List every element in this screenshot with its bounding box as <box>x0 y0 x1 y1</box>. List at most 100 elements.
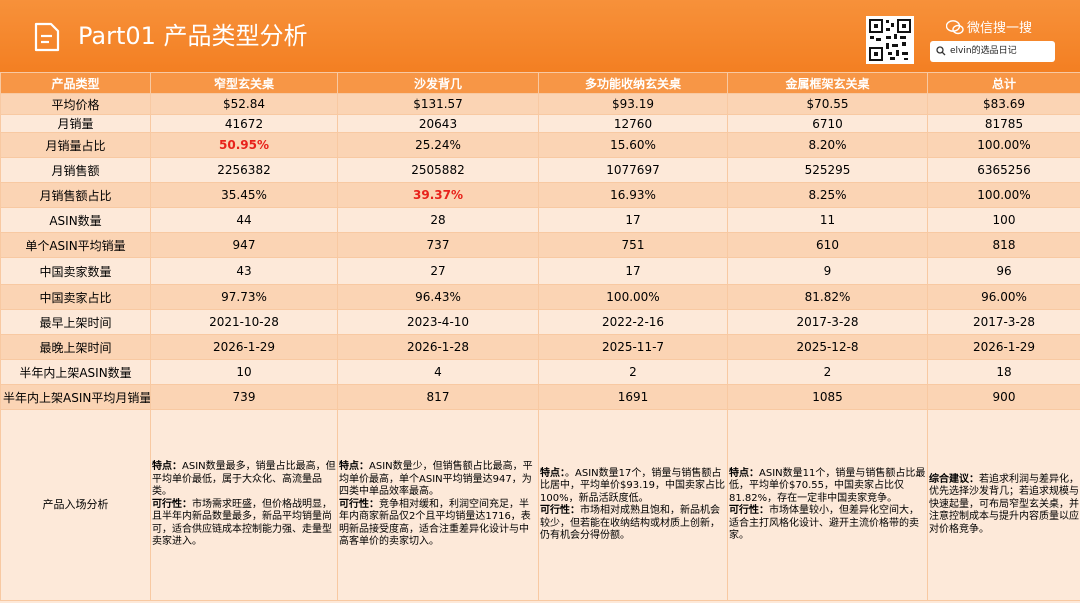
table-cell: 35.45% <box>150 182 338 208</box>
table-cell: 81.82% <box>727 284 928 310</box>
table-cell: 525295 <box>727 157 928 183</box>
table-cell: 737 <box>337 232 539 258</box>
analysis-text: 竞争相对缓和，利润空间充足，半年内商家新品仅2个且平均销量达1716，表明新品接… <box>339 498 531 548</box>
table-cell: $70.55 <box>727 93 928 115</box>
table-cell: 6365256 <box>927 157 1080 183</box>
analysis-paragraph: 特点：。ASIN数量17个，销量与销售额占比居中，平均单价$93.19，中国卖家… <box>540 468 726 506</box>
analysis-text: 若追求利润与差异化，优先选择沙发背几；若追求规模与快速起量，可布局窄型玄关桌，并… <box>929 473 1079 535</box>
table-row: 中国卖家数量 43 27 17 9 96 <box>0 257 1080 285</box>
table-cell: 41672 <box>150 114 338 133</box>
table-cell: 39.37% <box>337 182 539 208</box>
search-box[interactable]: elvin的选品日记 <box>930 41 1055 62</box>
table-cell: 9 <box>727 257 928 285</box>
table-cell: 96.43% <box>337 284 539 310</box>
table-cell: 25.24% <box>337 132 539 158</box>
table-cell: $83.69 <box>927 93 1080 115</box>
header-row: 产品类型 窄型玄关桌 沙发背几 多功能收纳玄关桌 金属框架玄关桌 总计 <box>0 72 1080 94</box>
qr-code <box>866 16 914 64</box>
table-cell: 2505882 <box>337 157 539 183</box>
analysis-text: ASIN数量少，但销售额占比最高，平均单价最高，单个ASIN平均销量达947，为… <box>339 461 533 498</box>
wechat-icon <box>945 20 964 35</box>
table-cell: 2022-2-16 <box>538 309 728 335</box>
search-text: elvin的选品日记 <box>950 46 1017 56</box>
analysis-paragraph: 可行性：竞争相对缓和，利润空间充足，半年内商家新品仅2个且平均销量达1716，表… <box>339 499 537 549</box>
analysis-paragraph: 可行性：市场需求旺盛，但价格战明显，且半年内新品数量最多，新品平均销量尚可，适合… <box>152 499 336 549</box>
table-cell: 10 <box>150 359 338 385</box>
table-cell: 1077697 <box>538 157 728 183</box>
table-row: 月销售额占比 35.45% 39.37% 16.93% 8.25% 100.00% <box>0 182 1080 208</box>
table-cell: 1691 <box>538 384 728 410</box>
comparison-table: 产品类型 窄型玄关桌 沙发背几 多功能收纳玄关桌 金属框架玄关桌 总计 平均价格 $52.8… <box>0 72 1080 601</box>
document-icon <box>34 22 60 52</box>
table-cell: 8.20% <box>727 132 928 158</box>
analysis-text: 市场需求旺盛，但价格战明显，且半年内新品数量最多，新品平均销量尚可，适合供应链成… <box>152 498 332 548</box>
row-label: 月销量 <box>0 114 151 133</box>
row-label: 最早上架时间 <box>0 309 151 335</box>
table-row: 半年内上架ASIN数量 10 4 2 2 18 <box>0 359 1080 385</box>
analysis-paragraph: 特点：ASIN数量最多，销量占比最高，但平均单价最低，属于大众化、高流量品类。 <box>152 461 336 499</box>
column-header: 产品类型 <box>0 72 151 94</box>
search-icon <box>936 46 946 56</box>
table-cell: 11 <box>727 207 928 233</box>
analysis-text: 市场体量较小，但差异化空间大，适合主打风格化设计、避开主流价格带的卖家。 <box>729 505 919 541</box>
analysis-paragraph: 可行性：市场相对成熟且饱和，新品机会较少，但若能在收纳结构或材质上创新，仍有机会… <box>540 505 726 543</box>
table-cell: 900 <box>927 384 1080 410</box>
table-row: 月销量 41672 20643 12760 6710 81785 <box>0 114 1080 133</box>
row-label: 中国卖家数量 <box>0 257 151 285</box>
column-header: 窄型玄关桌 <box>150 72 338 94</box>
column-header: 金属框架玄关桌 <box>727 72 928 94</box>
row-label: 半年内上架ASIN数量 <box>0 359 151 385</box>
table-row: 月销量占比 50.95% 25.24% 15.60% 8.20% 100.00% <box>0 132 1080 158</box>
table-cell: 97.73% <box>150 284 338 310</box>
page-title: Part01 产品类型分析 <box>78 22 308 50</box>
row-label: 单个ASIN平均销量 <box>0 232 151 258</box>
table-cell: 50.95% <box>150 132 338 158</box>
analysis-text: 。ASIN数量17个，销量与销售额占比居中，平均单价$93.19，中国卖家占比1… <box>540 467 725 504</box>
table-cell: 100.00% <box>927 132 1080 158</box>
table-cell: 610 <box>727 232 928 258</box>
analysis-lead: 可行性： <box>729 505 769 516</box>
table-cell: 27 <box>337 257 539 285</box>
table-cell: 17 <box>538 207 728 233</box>
wechat-search-label: 微信搜一搜 <box>945 20 1032 37</box>
table-cell: 947 <box>150 232 338 258</box>
analysis-paragraph: 综合建议：若追求利润与差异化，优先选择沙发背几；若追求规模与快速起量，可布局窄型… <box>929 474 1079 537</box>
table-cell: 739 <box>150 384 338 410</box>
row-label: ASIN数量 <box>0 207 151 233</box>
analysis-text: ASIN数量最多，销量占比最高，但平均单价最低，属于大众化、高流量品类。 <box>152 461 336 498</box>
table-cell: 817 <box>337 384 539 410</box>
analysis-text: ASIN数量11个，销量与销售额占比最低，平均单价$70.55，中国卖家占比仅8… <box>729 467 926 504</box>
column-header: 总计 <box>927 72 1080 94</box>
table-cell: 1085 <box>727 384 928 410</box>
row-label: 平均价格 <box>0 93 151 115</box>
table-cell: 18 <box>927 359 1080 385</box>
row-label: 最晚上架时间 <box>0 334 151 360</box>
table-cell: 2025-11-7 <box>538 334 728 360</box>
table-cell: 81785 <box>927 114 1080 133</box>
row-label: 月销售额 <box>0 157 151 183</box>
column-header: 沙发背几 <box>337 72 539 94</box>
table-cell: 4 <box>337 359 539 385</box>
table-cell: 2256382 <box>150 157 338 183</box>
table-cell: $131.57 <box>337 93 539 115</box>
row-label: 产品入场分析 <box>0 409 151 601</box>
table-cell: 2017-3-28 <box>727 309 928 335</box>
analysis-lead: 特点： <box>729 467 759 479</box>
analysis-lead: 可行性： <box>339 498 379 510</box>
analysis-text: 市场相对成熟且饱和，新品机会较少，但若能在收纳结构或材质上创新，仍有机会分得份额… <box>540 505 720 541</box>
row-label: 半年内上架ASIN平均月销量 <box>0 384 151 410</box>
analysis-cell: 特点：ASIN数量11个，销量与销售额占比最低，平均单价$70.55，中国卖家占… <box>727 409 928 601</box>
row-label: 中国卖家占比 <box>0 284 151 310</box>
table-cell: 12760 <box>538 114 728 133</box>
table-cell: 6710 <box>727 114 928 133</box>
table-cell: 100.00% <box>927 182 1080 208</box>
analysis-cell: 特点：。ASIN数量17个，销量与销售额占比居中，平均单价$93.19，中国卖家… <box>538 409 728 601</box>
table-cell: 15.60% <box>538 132 728 158</box>
table-row: 最晚上架时间 2026-1-29 2026-1-28 2025-11-7 2025-12… <box>0 334 1080 360</box>
analysis-lead: 综合建议： <box>929 473 979 485</box>
column-header: 多功能收纳玄关桌 <box>538 72 728 94</box>
table-cell: 100 <box>927 207 1080 233</box>
analysis-lead: 可行性： <box>152 498 192 510</box>
analysis-paragraph: 特点：ASIN数量11个，销量与销售额占比最低，平均单价$70.55，中国卖家占… <box>729 468 926 506</box>
table-cell: 96.00% <box>927 284 1080 310</box>
